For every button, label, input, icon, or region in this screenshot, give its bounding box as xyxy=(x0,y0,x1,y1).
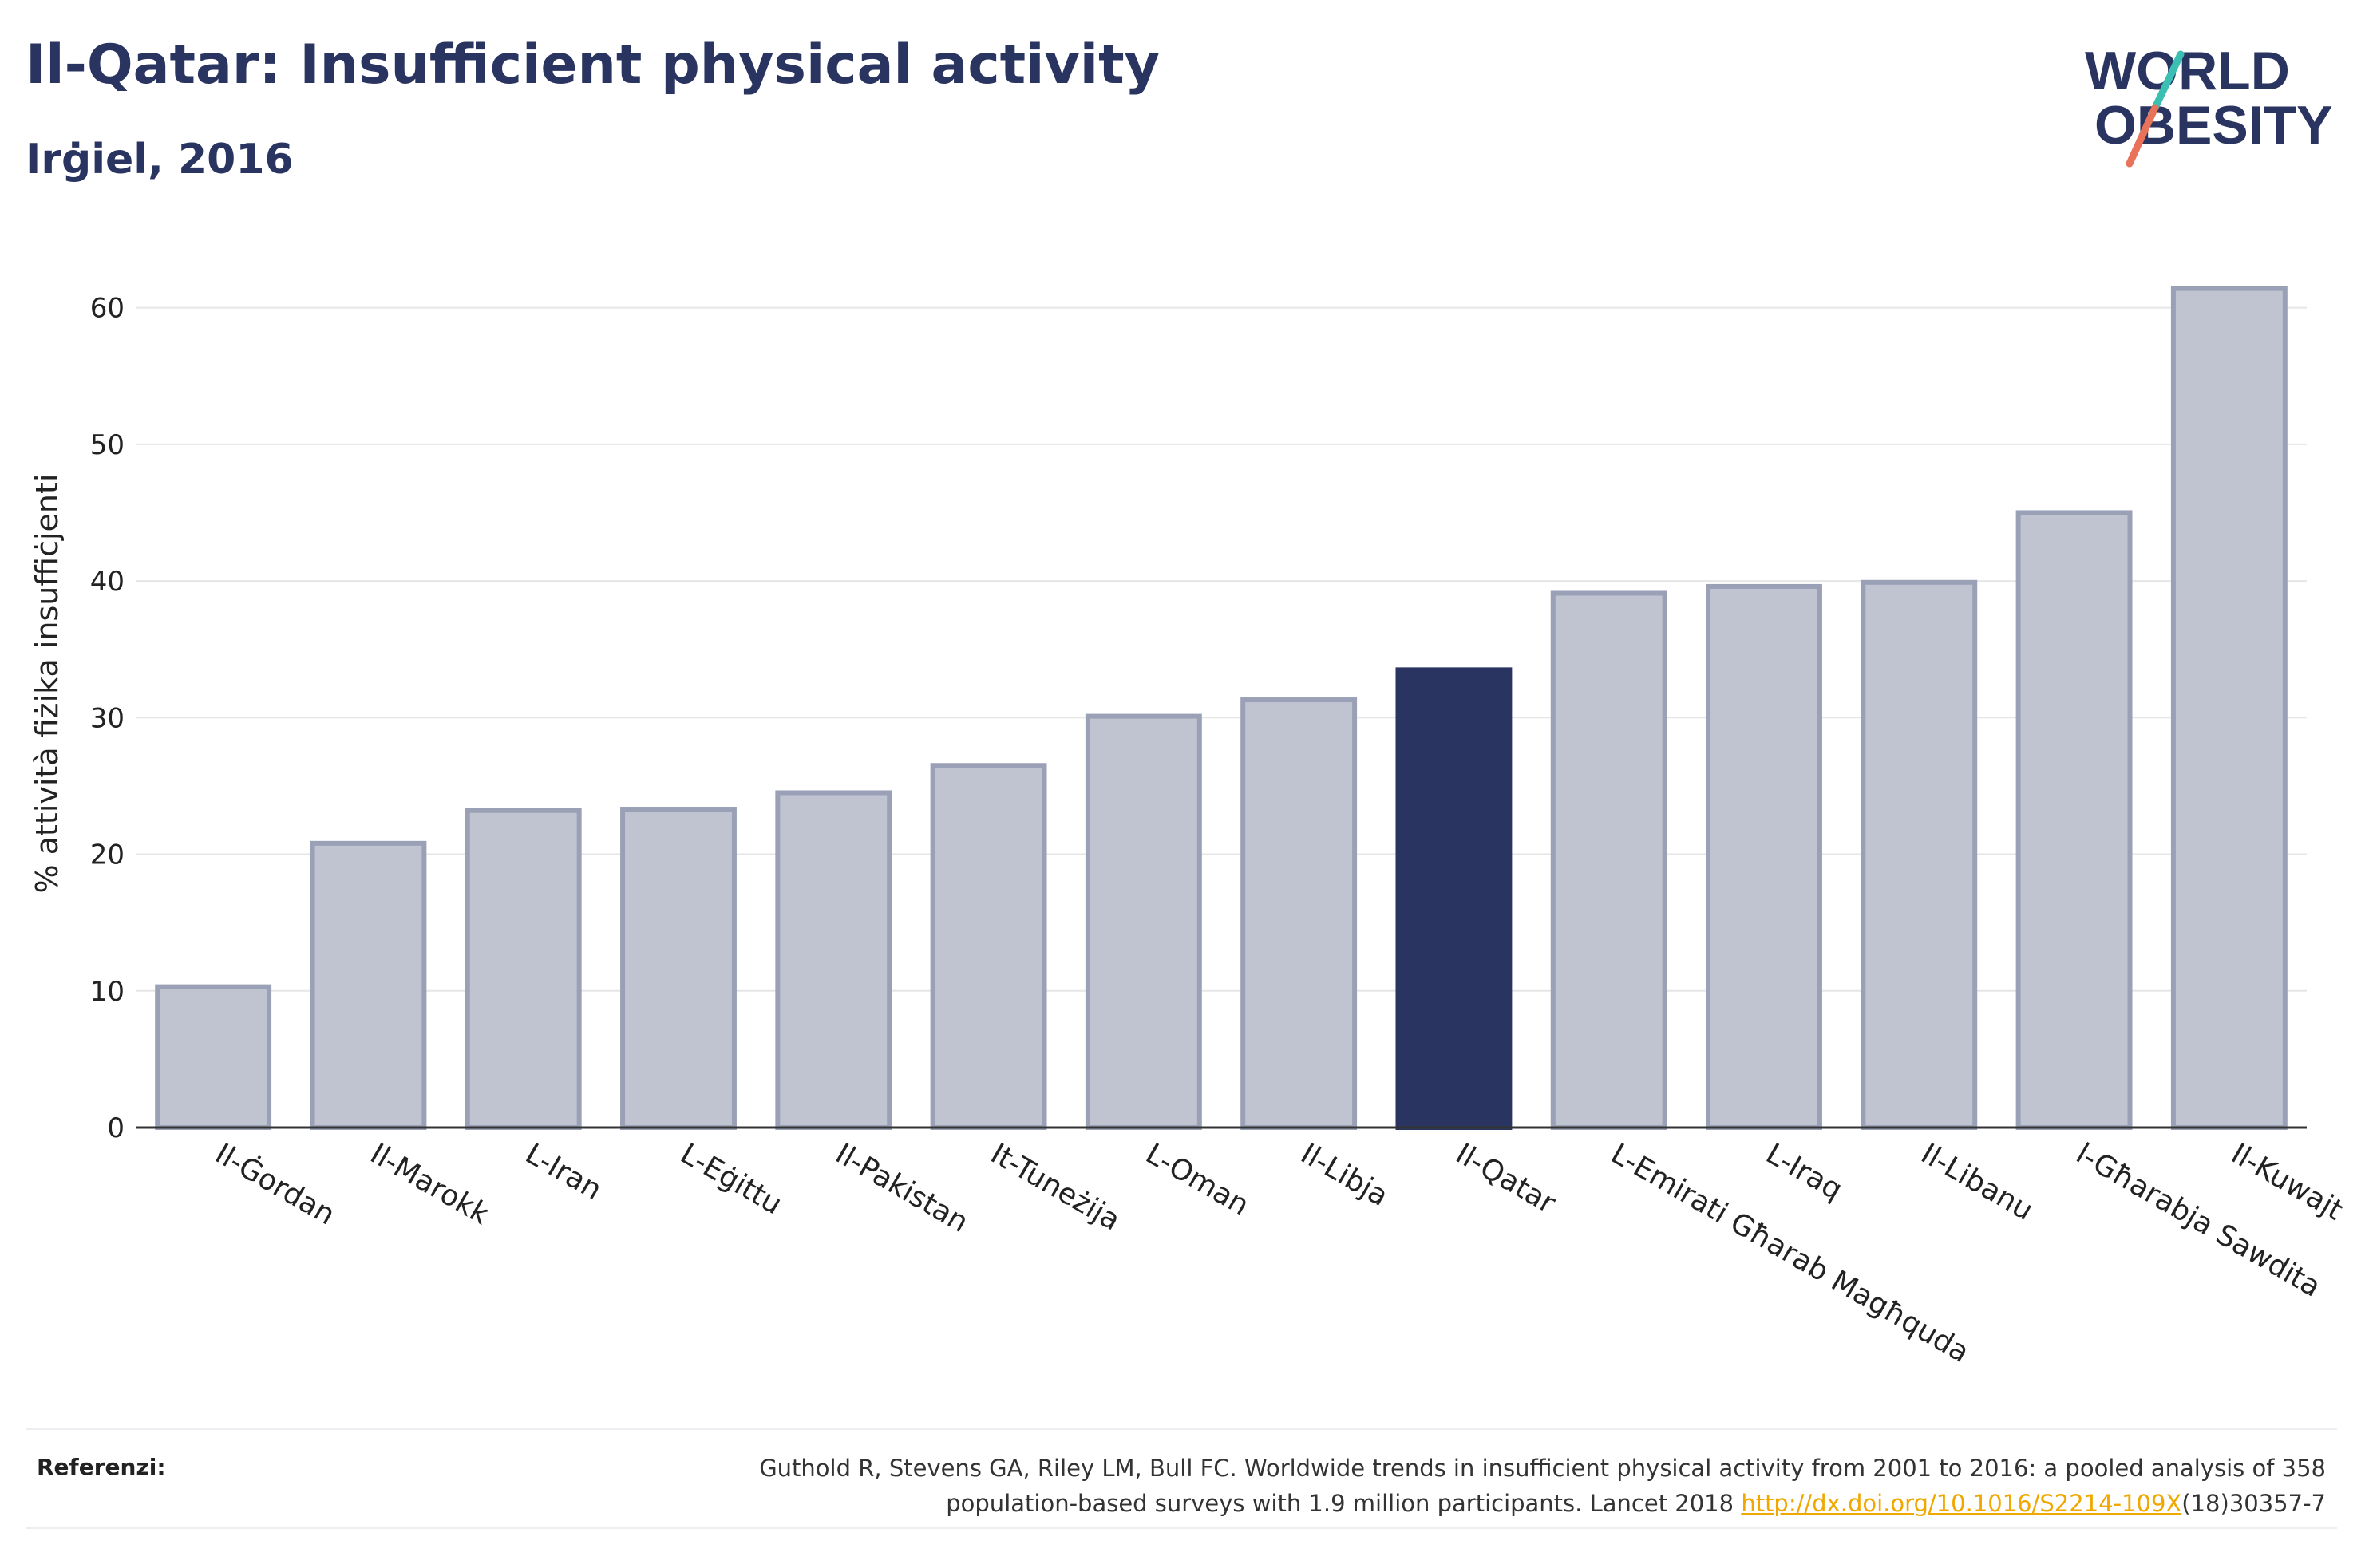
x-tick-label: L-Iran xyxy=(520,1137,607,1207)
chart-subtitle: Irġiel, 2016 xyxy=(26,136,294,184)
x-tick-label: It-Tuneżija xyxy=(985,1137,1125,1237)
references-line-2: population-based surveys with 1.9 millio… xyxy=(570,1486,2326,1521)
bar xyxy=(930,763,1047,1130)
y-tick-label: 60 xyxy=(90,293,125,325)
bar xyxy=(1550,590,1667,1130)
bar-highlighted xyxy=(1395,667,1513,1130)
y-tick-label: 50 xyxy=(90,429,125,461)
y-axis-label: % attività fiżika insuffiċjenti xyxy=(30,474,65,894)
y-tick-label: 10 xyxy=(90,976,125,1008)
y-tick-label: 40 xyxy=(90,566,125,598)
world-obesity-logo: WORLD OBESITY xyxy=(2085,41,2333,168)
bar xyxy=(1861,579,1978,1130)
bar xyxy=(155,984,272,1131)
references-line-1: Guthold R, Stevens GA, Riley LM, Bull FC… xyxy=(759,1455,2326,1482)
x-tick-label: L-Oman xyxy=(1140,1137,1254,1222)
x-tick-label: L-Eġittu xyxy=(675,1137,788,1221)
bar xyxy=(1240,697,1358,1130)
bar xyxy=(310,840,427,1130)
x-tick-label: Il-Qatar xyxy=(1450,1137,1561,1220)
references-label: Referenzi: xyxy=(37,1454,166,1480)
x-tick-label: Il-Pakistan xyxy=(830,1137,974,1239)
references-divider-bottom xyxy=(26,1527,2337,1529)
logo-slash-top xyxy=(2151,50,2185,112)
chart-title: Il-Qatar: Insufficient physical activity xyxy=(26,34,1160,97)
references-doi-link[interactable]: http://dx.doi.org/10.1016/S2214-109X xyxy=(1741,1490,2182,1517)
bar xyxy=(1706,583,1822,1130)
x-tick-label: Il-Kuwajt xyxy=(2225,1137,2348,1226)
references-text: Guthold R, Stevens GA, Riley LM, Bull FC… xyxy=(570,1451,2326,1521)
x-tick-label: L-Iraq xyxy=(1761,1137,1848,1207)
references-line-2-pre: population-based surveys with 1.9 millio… xyxy=(946,1490,1742,1517)
references-divider-top xyxy=(26,1428,2337,1430)
bar xyxy=(2015,510,2133,1130)
bar xyxy=(775,790,892,1130)
y-tick-label: 20 xyxy=(90,839,125,871)
bar xyxy=(1085,713,1202,1130)
x-tick-label: Il-Marokk xyxy=(365,1137,495,1231)
logo-text-world: WORLD xyxy=(2085,41,2290,101)
logo-slash-bottom xyxy=(2126,104,2159,168)
x-tick-label: Il-Ġordan xyxy=(210,1136,341,1231)
y-tick-label: 0 xyxy=(107,1112,125,1144)
y-tick-label: 30 xyxy=(90,702,125,734)
x-tick-label: Il-Libja xyxy=(1295,1137,1394,1213)
bar xyxy=(465,808,582,1130)
bar xyxy=(620,807,737,1130)
bar xyxy=(2170,286,2288,1130)
x-tick-label: Il-Libanu xyxy=(1916,1137,2039,1227)
x-tick-label: l-Għarabja Sawdita xyxy=(2070,1137,2326,1303)
bar-chart: 0 10 20 30 40 50 60 % attività fiżika insuffiċj… xyxy=(30,286,2348,1369)
references-line-2-post: (18)30357-7 xyxy=(2181,1490,2326,1517)
